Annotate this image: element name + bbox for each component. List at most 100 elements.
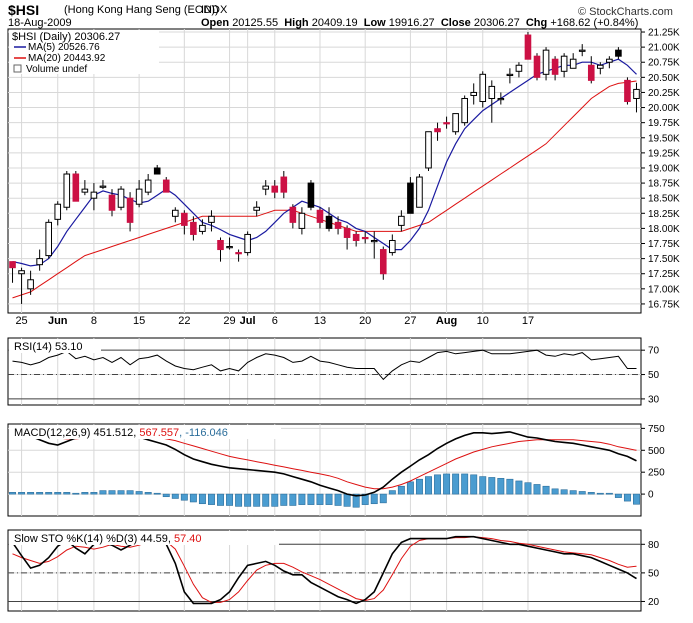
price-panel-tick-label: 20.50K — [648, 73, 680, 84]
macd-histogram-bar — [497, 478, 505, 495]
high-value: 20409.19 — [311, 17, 358, 29]
stockcharts-brand[interactable]: © StockCharts.com — [578, 6, 673, 18]
macd-histogram-bar — [198, 493, 206, 505]
macd-histogram-bar — [271, 493, 279, 507]
macd-histogram-bar — [307, 493, 315, 505]
price-panel-tick-label: 19.50K — [648, 133, 680, 144]
candle — [9, 261, 16, 269]
close-value: 20306.27 — [473, 17, 520, 29]
candle — [289, 206, 297, 223]
macd-panel-frame — [7, 423, 642, 517]
candle — [470, 91, 478, 96]
macd-histogram-bar — [578, 491, 586, 495]
macd-histogram-bar — [90, 492, 98, 495]
macd-histogram-bar — [614, 493, 622, 498]
macd-panel-tick-label: 0 — [648, 490, 654, 501]
macd-histogram-bar — [262, 493, 270, 507]
macd-panel-tick-label: 250 — [648, 468, 665, 479]
macd-histogram-bar — [45, 492, 53, 495]
sto-k-value: 44.59, — [140, 533, 174, 545]
candle — [325, 215, 333, 229]
price-panel-tick-label: 20.00K — [648, 103, 680, 114]
price-panel-tick-label: 21.25K — [648, 28, 680, 39]
candle — [434, 128, 441, 133]
rsi-panel-frame — [7, 337, 642, 406]
macd-histogram-bar — [361, 493, 369, 505]
macd-histogram-bar — [63, 492, 71, 495]
macd-histogram-bar — [81, 492, 89, 495]
macd-histogram-bar — [569, 490, 577, 495]
candle — [298, 212, 306, 229]
candle — [606, 58, 613, 63]
price-panel-tick-label: 20.75K — [648, 58, 680, 69]
price-panel-tick-label: 21.00K — [648, 43, 680, 54]
macd-histogram-bar — [9, 492, 16, 495]
legend-bg — [9, 30, 159, 74]
candle — [253, 206, 260, 211]
candle — [153, 167, 161, 175]
macd-histogram-bar — [452, 473, 460, 495]
macd-histogram-bar — [126, 490, 134, 495]
candle — [479, 73, 487, 103]
macd-histogram-bar — [524, 482, 532, 495]
sto-title: Slow STO %K(14) %D(3) 44.59, 57.40 — [14, 533, 202, 545]
candle — [171, 209, 179, 217]
macd-histogram-bar — [316, 493, 324, 505]
candle — [72, 173, 80, 202]
low-label: Low — [363, 17, 386, 29]
candle — [379, 249, 387, 275]
candle — [425, 131, 432, 169]
candle — [217, 239, 224, 251]
macd-histogram-bar — [135, 491, 143, 495]
x-tick-label: 15 — [133, 315, 145, 327]
macd-panel-tick-label: 500 — [648, 446, 665, 457]
candle — [117, 188, 125, 208]
macd-histogram-bar — [434, 474, 442, 495]
price-panel-tick-label: 18.75K — [648, 179, 680, 190]
ma5-line — [12, 58, 637, 267]
macd-panel-tick-label: 750 — [648, 424, 665, 435]
candle — [144, 179, 152, 193]
macd-histogram-bar — [560, 489, 568, 495]
candle — [461, 97, 468, 124]
x-tick-label: 13 — [314, 315, 326, 327]
macd-histogram-bar — [470, 474, 478, 495]
macd-histogram-bar — [325, 493, 333, 505]
ma20-line — [12, 80, 637, 299]
sto-panel-tick-label: 50 — [648, 568, 660, 579]
sto-k-line — [11, 535, 637, 605]
candle — [398, 215, 405, 226]
macd-histogram-bar — [515, 480, 523, 495]
candle — [497, 97, 505, 101]
macd-histogram-bar — [189, 493, 197, 503]
candle — [352, 233, 360, 241]
candle — [560, 55, 568, 72]
change-value: +168.62 (+0.84%) — [550, 17, 639, 29]
legend-ma5: MA(5) 20526.76 — [28, 42, 100, 53]
macd-histogram-bar — [108, 490, 116, 495]
macd-histogram-bar — [244, 493, 252, 507]
symbol-label: $HSI — [8, 2, 40, 18]
x-tick-label: 8 — [91, 315, 97, 327]
low-value: 19916.27 — [388, 17, 435, 29]
macd-hist-value: , -116.046 — [179, 427, 228, 439]
macd-histogram-bar — [162, 493, 170, 498]
candle — [416, 176, 423, 208]
macd-histogram-bar — [117, 490, 125, 495]
candle — [542, 49, 550, 75]
candle — [389, 239, 396, 254]
price-panel-tick-label: 18.00K — [648, 224, 680, 235]
macd-histogram-bar — [506, 478, 514, 495]
candle — [307, 182, 315, 208]
macd-histogram-bar — [180, 493, 188, 501]
quote-summary: Open 20125.55 High 20409.19 Low 19916.27… — [201, 17, 638, 29]
price-panel-tick-label: 17.50K — [648, 254, 680, 265]
candle — [45, 221, 52, 257]
rsi-panel-tick-label: 50 — [648, 370, 660, 381]
candle — [624, 79, 631, 103]
macd-histogram-bar — [388, 490, 396, 495]
macd-histogram-bar — [352, 493, 360, 508]
x-tick-label: 10 — [477, 315, 489, 327]
x-tick-label: 17 — [522, 315, 534, 327]
rsi-line — [12, 349, 637, 381]
